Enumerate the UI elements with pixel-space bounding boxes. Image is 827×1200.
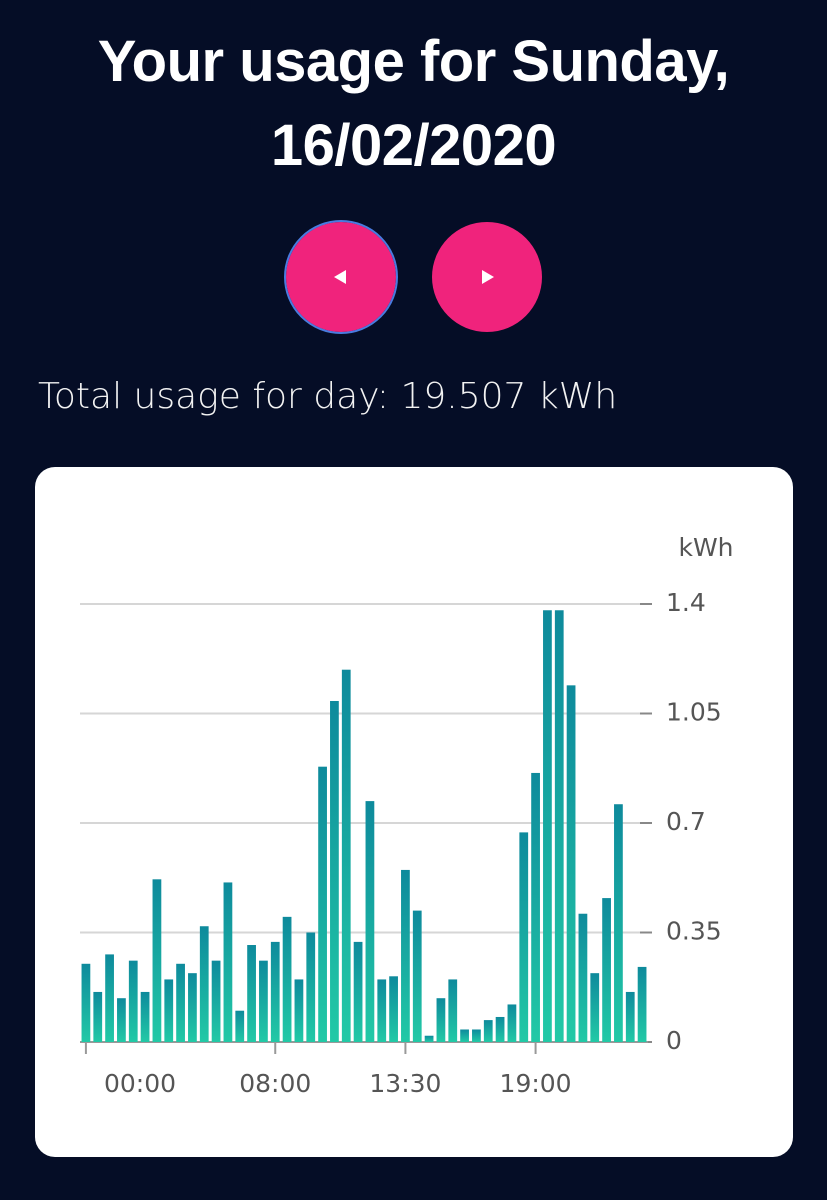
bar [460, 1029, 469, 1042]
bar [590, 973, 600, 1042]
bar [93, 991, 103, 1042]
x-tick-label: 13:30 [369, 1069, 441, 1098]
total-usage: Total usage for day: 19.507 kWh [38, 376, 618, 417]
y-tick-label: 1.05 [666, 698, 722, 727]
bar [507, 1004, 517, 1042]
bar [199, 926, 209, 1042]
bar [424, 1035, 434, 1042]
bar [531, 772, 540, 1042]
y-tick-label: 0.7 [666, 807, 706, 836]
bar [543, 610, 552, 1042]
bar [330, 700, 339, 1042]
bar [519, 832, 529, 1042]
bar [259, 960, 268, 1042]
bar [448, 979, 458, 1042]
y-axis-label: kWh [678, 533, 733, 562]
bar [306, 932, 316, 1042]
bar [341, 669, 351, 1042]
bar [472, 1029, 481, 1042]
bar [235, 1010, 245, 1042]
page-title: Your usage for Sunday, 16/02/2020 [97, 29, 730, 178]
bar [140, 991, 150, 1042]
bar [614, 804, 623, 1042]
bar [318, 766, 327, 1042]
y-tick-label: 0 [666, 1026, 682, 1055]
bar [282, 916, 292, 1042]
bar [389, 976, 398, 1042]
bar [377, 979, 387, 1042]
bar [81, 963, 91, 1042]
bar [412, 910, 422, 1042]
bar [294, 979, 304, 1042]
x-tick-label: 00:00 [104, 1069, 176, 1098]
bar [353, 941, 363, 1042]
bar [495, 1016, 505, 1042]
bar [483, 1020, 493, 1042]
next-day-button[interactable] [432, 222, 542, 332]
bar [401, 869, 410, 1042]
bar [223, 882, 233, 1042]
x-tick-label: 19:00 [500, 1069, 572, 1098]
bar [625, 991, 635, 1042]
bar [188, 973, 197, 1042]
next-icon [482, 270, 494, 284]
bar [105, 954, 114, 1042]
bar [176, 963, 185, 1042]
bar [152, 879, 162, 1042]
bar [578, 913, 588, 1042]
x-tick-label: 08:00 [239, 1069, 311, 1098]
bar [436, 998, 446, 1042]
bar [164, 979, 174, 1042]
bar [566, 685, 576, 1042]
bar [365, 801, 375, 1042]
bar [554, 610, 564, 1042]
bar [602, 898, 611, 1042]
bar [117, 998, 126, 1042]
previous-day-button[interactable] [284, 220, 398, 334]
prev-icon [334, 270, 346, 284]
bar [637, 966, 647, 1042]
bar [211, 960, 221, 1042]
y-tick-label: 1.4 [666, 588, 706, 617]
bar [128, 960, 138, 1042]
y-tick-label: 0.35 [666, 917, 722, 946]
bar [247, 945, 256, 1042]
bar [270, 941, 280, 1042]
